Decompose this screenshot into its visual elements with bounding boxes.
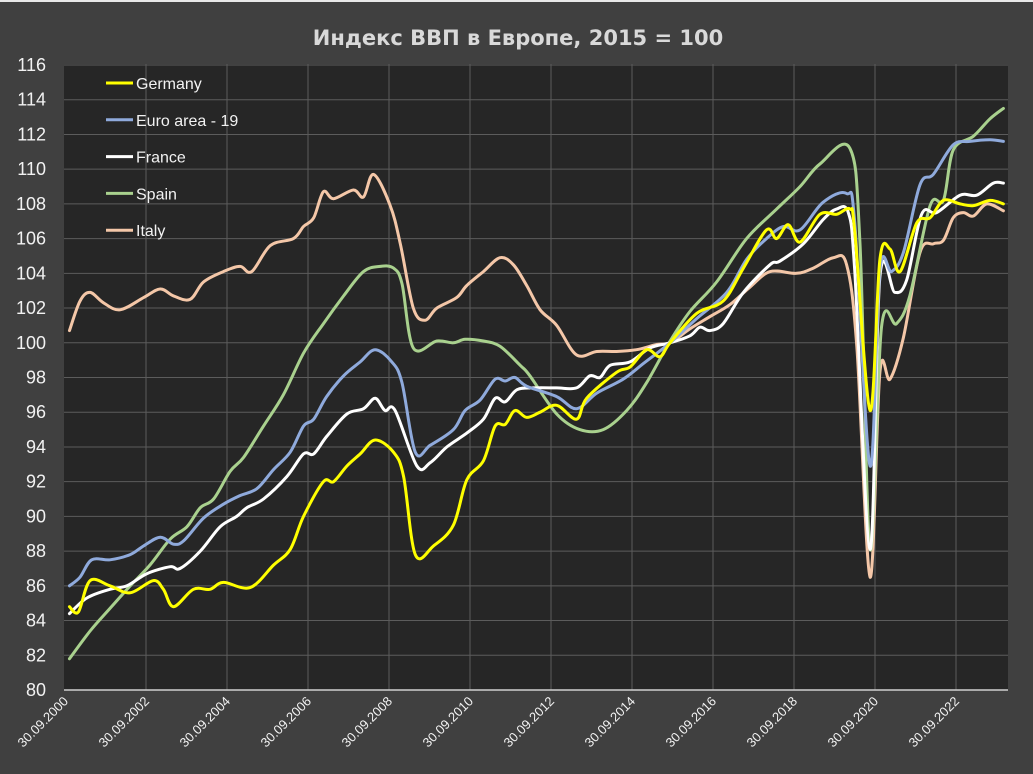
legend-label: France bbox=[136, 150, 186, 167]
y-tick-label: 108 bbox=[16, 194, 46, 214]
gridlines bbox=[64, 64, 1008, 690]
series-line-germany bbox=[67, 198, 1005, 615]
y-tick-label: 84 bbox=[26, 611, 46, 631]
y-tick-label: 86 bbox=[26, 576, 46, 596]
y-tick-label: 98 bbox=[26, 368, 46, 388]
legend-label: Germany bbox=[136, 76, 202, 93]
series-line-france bbox=[67, 180, 1005, 616]
y-tick-label: 96 bbox=[26, 402, 46, 422]
y-tick-label: 112 bbox=[17, 124, 46, 144]
legend-label: Spain bbox=[136, 186, 177, 203]
series-lines bbox=[67, 106, 1005, 661]
y-tick-label: 82 bbox=[26, 645, 46, 665]
y-tick-label: 106 bbox=[16, 229, 46, 249]
y-tick-label: 116 bbox=[17, 55, 46, 75]
y-tick-label: 104 bbox=[16, 263, 46, 283]
series-line-euro-area-19 bbox=[67, 138, 1005, 588]
y-tick-label: 90 bbox=[26, 506, 46, 526]
y-tick-label: 88 bbox=[26, 541, 46, 561]
y-tick-label: 80 bbox=[26, 680, 46, 700]
legend-label: Euro area - 19 bbox=[136, 113, 238, 130]
legend-label: Italy bbox=[136, 223, 165, 240]
y-tick-label: 110 bbox=[17, 159, 46, 179]
legend: Germany Euro area - 19 France Spain Italy bbox=[106, 76, 238, 240]
y-tick-label: 94 bbox=[26, 437, 46, 457]
y-axis: 80 82 84 86 88 90 92 94 96 98 100 102 104 106 108 110 11… bbox=[16, 55, 46, 700]
y-tick-label: 114 bbox=[17, 90, 46, 110]
y-tick-label: 100 bbox=[16, 333, 46, 353]
y-tick-label: 92 bbox=[26, 472, 46, 492]
y-tick-label: 102 bbox=[16, 298, 46, 318]
series-line-spain bbox=[67, 106, 1005, 661]
chart-title: Индекс ВВП в Европе, 2015 = 100 bbox=[313, 26, 723, 50]
